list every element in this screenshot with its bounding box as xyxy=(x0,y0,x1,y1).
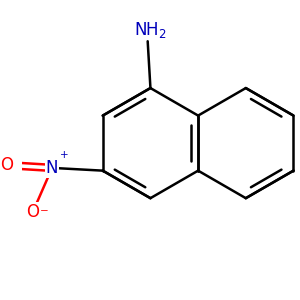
Text: N: N xyxy=(46,159,58,177)
Text: O: O xyxy=(26,203,39,221)
Text: O: O xyxy=(0,156,14,174)
Text: −: − xyxy=(40,206,49,216)
Text: +: + xyxy=(60,150,68,160)
Text: NH$_2$: NH$_2$ xyxy=(134,20,167,40)
